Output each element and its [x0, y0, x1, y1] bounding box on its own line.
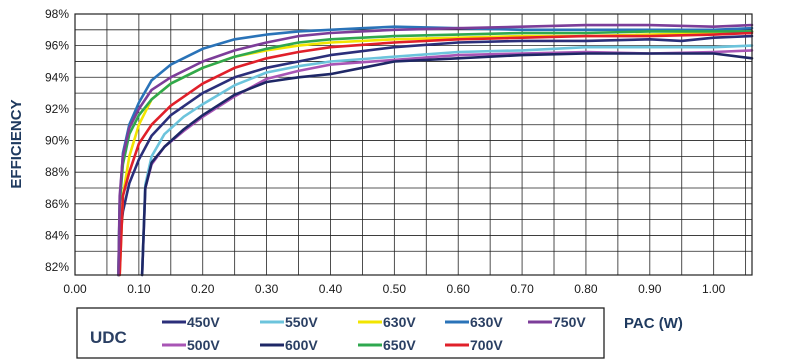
x-tick-label: 0.70 — [510, 282, 534, 296]
legend-label: 550V — [285, 314, 318, 330]
y-tick-label: 92% — [45, 102, 69, 116]
y-tick-label: 88% — [45, 165, 69, 179]
legend-label: 500V — [187, 337, 220, 353]
y-axis-title: EFFICIENCY — [8, 99, 25, 188]
legend-label: 750V — [553, 314, 586, 330]
legend-box — [76, 307, 605, 359]
y-tick-label: 98% — [45, 7, 69, 21]
x-tick-label: 0.90 — [638, 282, 662, 296]
series-line-600v — [140, 52, 754, 277]
legend-label: 650V — [383, 337, 416, 353]
legend-title: UDC — [90, 328, 127, 347]
y-tick-label: 96% — [45, 39, 69, 53]
y-tick-label: 90% — [45, 134, 69, 148]
legend-label: 700V — [470, 337, 503, 353]
series-line-700v — [118, 31, 754, 277]
y-tick-label: 86% — [45, 197, 69, 211]
series-line-750v — [117, 23, 754, 277]
legend-label: 630V — [383, 314, 416, 330]
y-tick-label: 82% — [45, 260, 69, 274]
x-tick-label: 0.00 — [63, 282, 87, 296]
y-tick-labels: 82% 84% 86% 88% 90% 92% 94% 96% 98% — [45, 7, 69, 274]
x-axis-title: PAC (W) — [624, 315, 683, 332]
legend: UDC 450V 550V 630V 630V 750V 500V 600V 650V 700V — [76, 307, 605, 359]
series-line-630v — [117, 25, 754, 277]
legend-label: 450V — [187, 314, 220, 330]
x-tick-label: 1.00 — [702, 282, 726, 296]
series-line-550v — [140, 44, 754, 277]
x-tick-label: 0.60 — [447, 282, 471, 296]
x-tick-label: 0.40 — [319, 282, 343, 296]
legend-label: 600V — [285, 337, 318, 353]
series-line-650v — [117, 30, 754, 277]
legend-label: 630V — [470, 314, 503, 330]
x-tick-label: 0.30 — [255, 282, 279, 296]
legend-items: 450V 550V 630V 630V 750V 500V 600V 650V 700V — [162, 314, 586, 353]
y-tick-label: 94% — [45, 70, 69, 84]
series-line-450v — [117, 34, 754, 277]
x-tick-label: 0.50 — [383, 282, 407, 296]
x-tick-label: 0.10 — [127, 282, 151, 296]
y-tick-label: 84% — [45, 228, 69, 242]
plot-frame — [74, 13, 753, 276]
x-tick-label: 0.80 — [574, 282, 598, 296]
x-tick-label: 0.20 — [191, 282, 215, 296]
series-lines — [117, 23, 754, 277]
x-tick-labels: 0.00 0.10 0.20 0.30 0.40 0.50 0.60 0.70 0.80 0.90… — [63, 282, 725, 296]
